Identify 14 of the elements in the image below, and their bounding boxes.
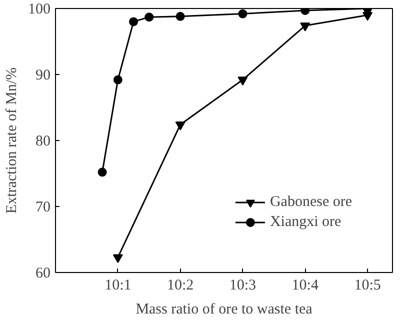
legend-label: Xiangxi ore: [270, 214, 342, 230]
x-axis-title: Mass ratio of ore to waste tea: [136, 302, 313, 318]
x-tick-label: 10:3: [229, 278, 256, 294]
y-tick-label: 80: [36, 134, 50, 150]
legend-label: Gabonese ore: [270, 194, 352, 210]
y-tick-label: 60: [36, 266, 50, 282]
x-tick-label: 10:1: [104, 278, 132, 294]
y-axis-title: Extraction rate of Mn/%: [4, 67, 20, 214]
x-tick-label: 10:4: [292, 278, 319, 294]
x-tick-label: 10:2: [166, 278, 194, 294]
y-tick-label: 90: [36, 68, 50, 84]
y-tick-label: 70: [36, 200, 50, 216]
y-tick-label: 100: [28, 2, 50, 18]
x-tick-label: 10:5: [354, 278, 381, 294]
